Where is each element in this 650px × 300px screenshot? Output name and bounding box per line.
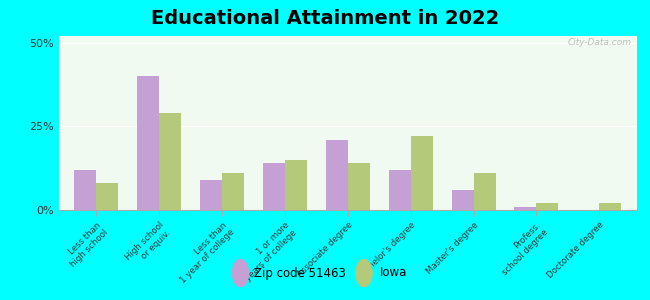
Text: Iowa: Iowa <box>380 266 408 280</box>
Bar <box>222 173 244 210</box>
Bar <box>599 203 621 210</box>
Bar <box>263 163 285 210</box>
Bar <box>285 160 307 210</box>
Bar <box>348 163 370 210</box>
Bar <box>200 180 222 210</box>
Bar <box>137 76 159 210</box>
Ellipse shape <box>356 260 372 286</box>
Bar <box>96 183 118 210</box>
Bar <box>58 36 637 210</box>
Bar <box>389 170 411 210</box>
Bar <box>326 140 348 210</box>
Bar <box>452 190 473 210</box>
Text: City-Data.com: City-Data.com <box>567 38 631 47</box>
Bar <box>473 173 495 210</box>
Bar <box>536 203 558 210</box>
Ellipse shape <box>233 260 248 286</box>
Bar <box>514 207 536 210</box>
Text: Zip code 51463: Zip code 51463 <box>254 266 345 280</box>
Bar <box>411 136 433 210</box>
Bar <box>159 113 181 210</box>
Text: Educational Attainment in 2022: Educational Attainment in 2022 <box>151 9 499 28</box>
Bar <box>74 170 96 210</box>
